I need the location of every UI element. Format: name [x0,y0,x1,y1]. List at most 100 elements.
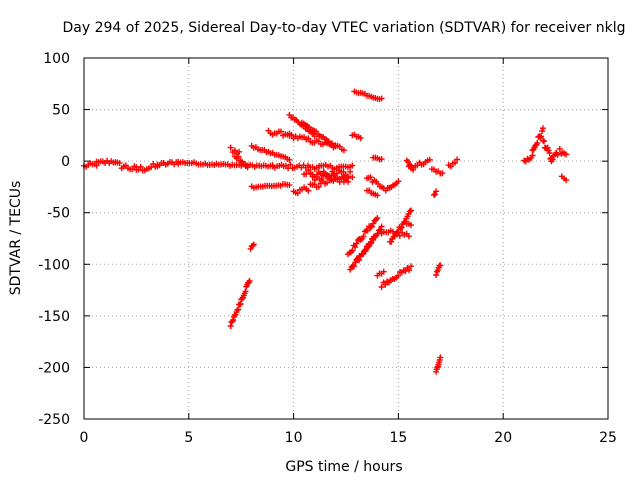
y-axis-label: SDTVAR / TECUs [8,181,24,296]
data-point [370,236,377,243]
data-point [382,281,389,288]
y-tick-label: 0 [61,154,70,170]
x-tick-label: 15 [389,430,407,446]
data-point [563,151,570,158]
data-point [116,160,123,167]
data-point [534,140,541,146]
data-point [287,161,294,168]
data-point [556,145,563,152]
data-point [311,177,318,184]
y-tick-label: 50 [52,103,70,119]
data-point [426,156,433,163]
data-point [439,170,446,177]
data-point [447,163,454,170]
data-point [437,354,444,361]
data-point [242,288,249,295]
plot-frame [83,57,609,420]
data-point [396,232,403,239]
data-point [305,187,312,194]
y-tick-label: 100 [43,51,70,67]
data-point [315,183,322,190]
data-point [391,233,398,240]
data-point [374,215,381,222]
data-point [549,156,556,163]
data-point [360,233,367,240]
data-point [563,177,570,184]
data-point [554,151,561,158]
data-point [367,174,374,181]
data-point [288,131,295,138]
y-tick-label: -250 [38,412,70,428]
data-point [309,173,316,180]
data-point [374,192,381,199]
data-point [235,153,242,160]
data-point [357,135,364,142]
data-point [231,147,238,154]
data-point [237,301,244,307]
data-point [408,222,414,229]
data-point [406,208,413,215]
data-point [286,182,293,189]
data-point [137,163,144,170]
data-point [340,168,347,175]
data-point [540,125,546,132]
data-point [433,272,440,278]
data-point [541,138,547,145]
y-tick-label: -100 [38,257,70,273]
data-point [529,152,536,159]
data-point [332,143,339,150]
data-point [227,144,234,151]
data-point [349,247,356,254]
data-point [250,241,257,248]
data-point [388,238,395,245]
data-point [406,267,413,274]
data-point [349,162,356,169]
data-point [378,95,385,102]
data-series [81,88,570,375]
data-point [329,168,336,175]
data-point [314,171,320,178]
chart-title: Day 294 of 2025, Sidereal Day-to-day VTE… [63,20,626,36]
data-point [395,229,402,236]
data-point [278,128,284,135]
data-point [395,178,402,185]
data-point [324,179,331,186]
data-point [345,178,352,185]
y-tick-labels: -250 -200 -150 -100 -50 0 50 100 [38,51,70,428]
y-tick-label: -200 [38,360,70,376]
data-point [433,188,440,195]
x-tick-label: 20 [494,430,512,446]
data-point [408,207,414,214]
y-tick-label: -150 [38,309,70,325]
data-point [405,233,412,240]
x-tick-labels: 0 5 10 15 20 25 [80,430,617,446]
data-point [452,159,458,166]
data-point [307,170,314,177]
data-point [538,133,545,140]
data-point [378,223,385,230]
data-point [432,191,439,198]
data-point [367,240,374,247]
data-point [369,236,375,242]
data-point [539,128,546,134]
data-point [356,257,363,264]
data-point [320,168,327,175]
data-point [437,262,444,269]
data-point [397,225,404,232]
data-point [244,164,251,171]
axis-ticks [83,57,609,420]
data-point [340,147,347,154]
data-point [344,173,351,180]
data-point [327,175,334,182]
data-point [349,174,356,181]
data-point [246,277,253,284]
data-point [338,175,345,182]
data-point [398,224,405,231]
data-point [378,156,385,163]
x-tick-label: 0 [80,430,89,446]
data-point [540,137,546,144]
data-point [286,156,293,163]
data-point [377,226,384,233]
y-tick-label: -50 [47,206,70,222]
